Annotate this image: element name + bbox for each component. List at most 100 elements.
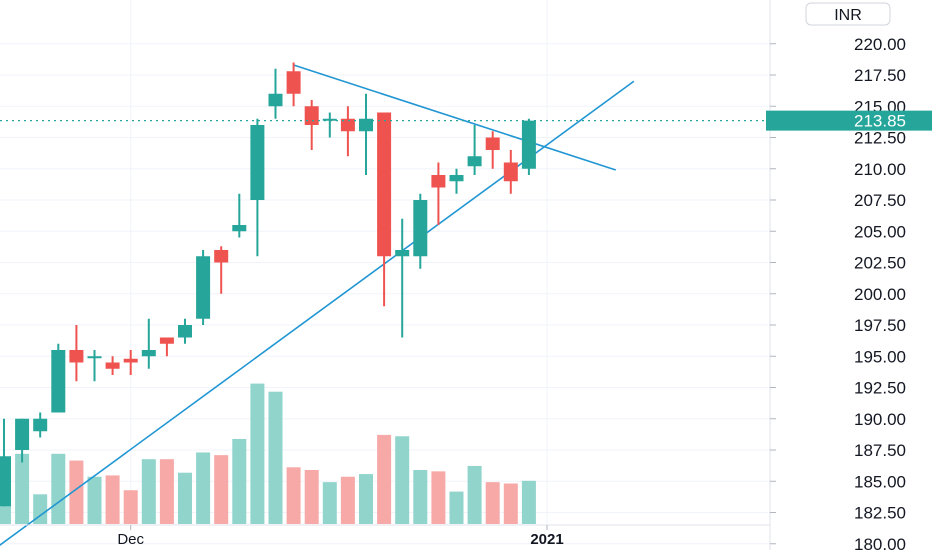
candle-body xyxy=(250,125,264,200)
volume-bar xyxy=(160,459,174,524)
price-tick-label: 182.50 xyxy=(854,504,906,523)
volume-bar xyxy=(51,454,65,524)
candle-body xyxy=(413,200,427,256)
candle-body xyxy=(214,250,228,263)
volume-bar xyxy=(413,470,427,524)
price-tick-label: 195.00 xyxy=(854,347,906,366)
last-price-label: 213.85 xyxy=(854,112,906,131)
price-tick-label: 205.00 xyxy=(854,222,906,241)
candle-body xyxy=(88,356,102,358)
candle xyxy=(33,413,47,438)
candle xyxy=(214,246,228,294)
candle-body xyxy=(124,359,138,363)
volume-bar xyxy=(250,384,264,524)
price-tick-label: 207.50 xyxy=(854,191,906,210)
candles xyxy=(0,63,536,507)
candle xyxy=(341,106,355,156)
candle xyxy=(88,350,102,381)
candle-body xyxy=(33,419,47,432)
candle xyxy=(504,150,518,194)
volume-bar xyxy=(88,477,102,524)
price-tick-label: 192.50 xyxy=(854,379,906,398)
candle-body xyxy=(142,350,156,356)
candle-body xyxy=(51,350,65,413)
price-axis[interactable]: 220.00217.50215.00212.50210.00207.50205.… xyxy=(766,0,932,550)
volume-bar xyxy=(142,459,156,524)
price-tick-label: 185.00 xyxy=(854,472,906,491)
volume-bar xyxy=(359,474,373,524)
time-tick-label: Dec xyxy=(117,531,144,548)
candle xyxy=(69,325,83,381)
candle-body xyxy=(486,138,500,151)
candle-body xyxy=(522,121,536,169)
candle xyxy=(142,319,156,369)
volume-bar xyxy=(106,475,120,524)
volume-bar xyxy=(196,452,210,524)
volume-bar xyxy=(214,455,228,524)
price-tick-label: 200.00 xyxy=(854,285,906,304)
volume-bar xyxy=(287,467,301,524)
candle xyxy=(51,344,65,413)
volume-bar xyxy=(124,490,138,524)
candle-body xyxy=(178,325,192,338)
candle-body xyxy=(377,113,391,257)
volume-bar xyxy=(232,439,246,524)
volume-bar xyxy=(305,470,319,524)
candle xyxy=(305,100,319,150)
price-tick-label: 217.50 xyxy=(854,66,906,85)
candle xyxy=(287,63,301,107)
volume-bar xyxy=(377,435,391,524)
candle-body xyxy=(196,256,210,319)
candle xyxy=(323,113,337,138)
currency-badge[interactable]: INR xyxy=(806,3,890,25)
volume-bar xyxy=(395,436,409,524)
trendline[interactable] xyxy=(294,65,616,170)
price-tick-label: 202.50 xyxy=(854,254,906,273)
candle xyxy=(0,419,11,507)
price-tick-label: 210.00 xyxy=(854,160,906,179)
candle-body xyxy=(287,71,301,94)
candle xyxy=(413,194,427,269)
candle-body xyxy=(450,175,464,181)
candle-body xyxy=(232,225,246,231)
volume-bar xyxy=(269,392,283,524)
volume-bar xyxy=(341,477,355,524)
price-tick-label: 197.50 xyxy=(854,316,906,335)
candle xyxy=(124,350,138,375)
volume-bar xyxy=(450,492,464,524)
candle xyxy=(395,219,409,338)
candle-body xyxy=(468,156,482,166)
volume-bar xyxy=(504,484,518,525)
candle-body xyxy=(15,419,29,450)
volume-bar xyxy=(431,471,445,524)
volume-bar xyxy=(323,482,337,524)
time-axis[interactable]: Dec 2021 xyxy=(0,525,770,548)
volume-bar xyxy=(15,454,29,524)
volume-bars xyxy=(0,384,536,524)
candle xyxy=(250,119,264,257)
price-tick-label: 220.00 xyxy=(854,35,906,54)
candle xyxy=(486,131,500,169)
time-tick-label: 2021 xyxy=(530,531,563,548)
candle-body xyxy=(305,106,319,125)
price-tick-label: 212.50 xyxy=(854,129,906,148)
candle xyxy=(377,113,391,307)
candle xyxy=(106,356,120,375)
candle xyxy=(450,169,464,194)
volume-bar xyxy=(486,482,500,524)
candle xyxy=(522,119,536,175)
candle-body xyxy=(106,363,120,369)
candle-body xyxy=(395,250,409,256)
candle xyxy=(178,319,192,344)
candle-body xyxy=(504,163,518,182)
volume-bar xyxy=(178,473,192,524)
price-tick-label: 180.00 xyxy=(854,535,906,550)
candle xyxy=(196,250,210,325)
candle-body xyxy=(160,338,174,344)
candle-body xyxy=(431,175,445,188)
volume-bar xyxy=(468,466,482,524)
candle-body xyxy=(69,350,83,363)
candle xyxy=(269,69,283,119)
candle xyxy=(160,338,174,357)
